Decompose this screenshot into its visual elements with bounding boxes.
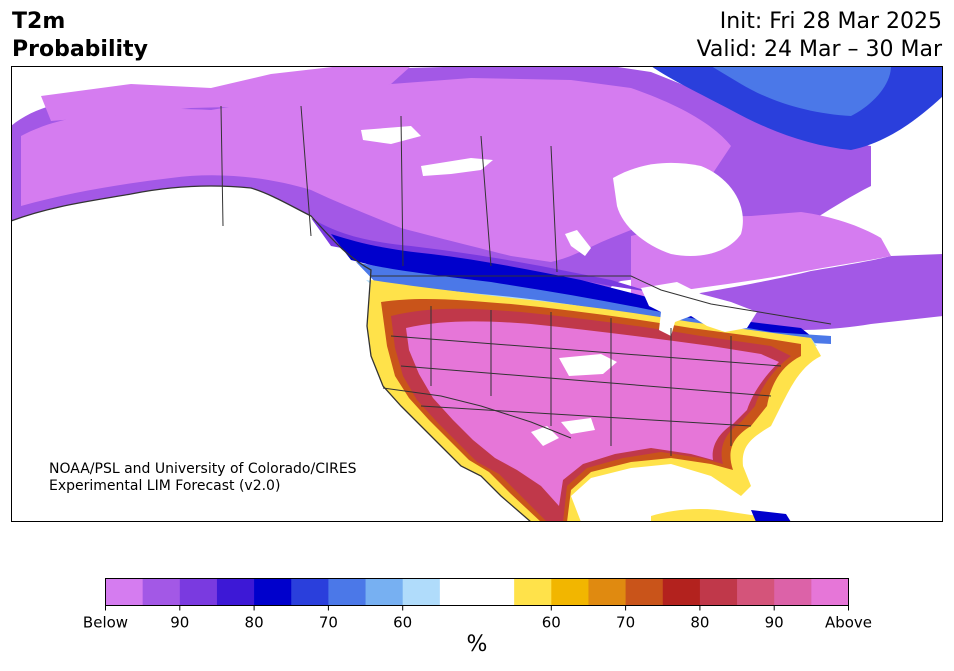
colorbar-swatch: [216, 578, 255, 606]
colorbar-outline: [105, 578, 849, 606]
colorbar-tick-label: 90: [765, 614, 784, 631]
colorbar-swatch: [551, 578, 589, 606]
colorbar-swatch: [105, 578, 144, 606]
lake-white-2: [421, 158, 493, 176]
credit-text: NOAA/PSL and University of Colorado/CIRE…: [49, 461, 357, 495]
colorbar-tick-label: 70: [616, 614, 635, 631]
colorbar-swatch: [514, 578, 552, 606]
arctic-islands: [41, 66, 411, 121]
colorbar-tick-label: Below: [83, 614, 128, 631]
map-title: T2m Probability: [12, 8, 148, 64]
colorbar-swatch: [774, 578, 812, 606]
lake-winnipeg: [565, 230, 591, 256]
colorbar-swatch: [179, 578, 218, 606]
colorbar-swatch: [588, 578, 627, 606]
lake-white-1: [361, 126, 421, 144]
title-line2: Probability: [12, 37, 148, 62]
white-patch-3: [561, 418, 595, 434]
colorbar-swatch: [811, 578, 849, 606]
probability-map: [11, 66, 943, 522]
colorbar-ticks: Below 90 80 70 60 60 70 80 90 Above: [83, 605, 872, 631]
colorbar-swatch: [365, 578, 404, 606]
forecast-dates: Init: Fri 28 Mar 2025 Valid: 24 Mar – 30…: [697, 8, 942, 64]
province-lines: [220, 105, 558, 273]
white-patch-1: [559, 354, 617, 376]
pacific-west-band-1: [311, 218, 651, 292]
colorbar-tick-label: 90: [170, 614, 189, 631]
colorbar-swatch: [662, 578, 701, 606]
credit-line1: NOAA/PSL and University of Colorado/CIRE…: [49, 461, 357, 477]
title-line1: T2m: [12, 9, 66, 34]
colorbar-swatch: [142, 578, 181, 606]
colorbar-swatch: [254, 578, 292, 606]
colorbar-tick-label: 80: [245, 614, 264, 631]
map-panel: NOAA/PSL and University of Colorado/CIRE…: [11, 66, 943, 522]
colorbar-unit: %: [466, 632, 488, 657]
colorbar-tick-label: 80: [690, 614, 709, 631]
colorbar-swatches: [105, 578, 849, 606]
colorbar-swatch: [291, 578, 329, 606]
greenland-inner: [711, 66, 891, 116]
colorbar-swatch: [737, 578, 775, 606]
valid-range: Valid: 24 Mar – 30 Mar: [696, 37, 942, 62]
credit-line2: Experimental LIM Forecast (v2.0): [49, 478, 281, 494]
colorbar-swatch: [439, 578, 478, 606]
colorbar: Below 90 80 70 60 60 70 80 90 Above: [83, 578, 872, 631]
colorbar-tick-label: 60: [393, 614, 412, 631]
below-normal-core: [21, 78, 731, 262]
above-normal-core: [406, 321, 779, 506]
init-date: Init: Fri 28 Mar 2025: [719, 9, 942, 34]
state-lines-2: [390, 335, 782, 427]
colorbar-swatch: [328, 578, 367, 606]
colorbar-swatch: [699, 578, 738, 606]
state-lines-1: [430, 306, 732, 456]
boundaries: [220, 105, 832, 456]
us-mexico-border: [382, 387, 572, 439]
cuba: [651, 509, 771, 522]
colorbar-tick-label: 60: [542, 614, 561, 631]
colorbar-swatch: [477, 578, 515, 606]
colorbar-swatch: [625, 578, 664, 606]
map-frame-border: [11, 66, 943, 522]
coastline: [11, 185, 532, 522]
white-patch-2: [531, 426, 559, 446]
great-lakes: [641, 282, 757, 336]
colorbar-tick-label: 70: [319, 614, 338, 631]
colorbar-swatch: [402, 578, 441, 606]
cuba-east: [751, 510, 791, 522]
hudson-bay: [613, 162, 743, 256]
us-canada-border: [371, 275, 832, 325]
colorbar-tick-label: Above: [825, 614, 872, 631]
